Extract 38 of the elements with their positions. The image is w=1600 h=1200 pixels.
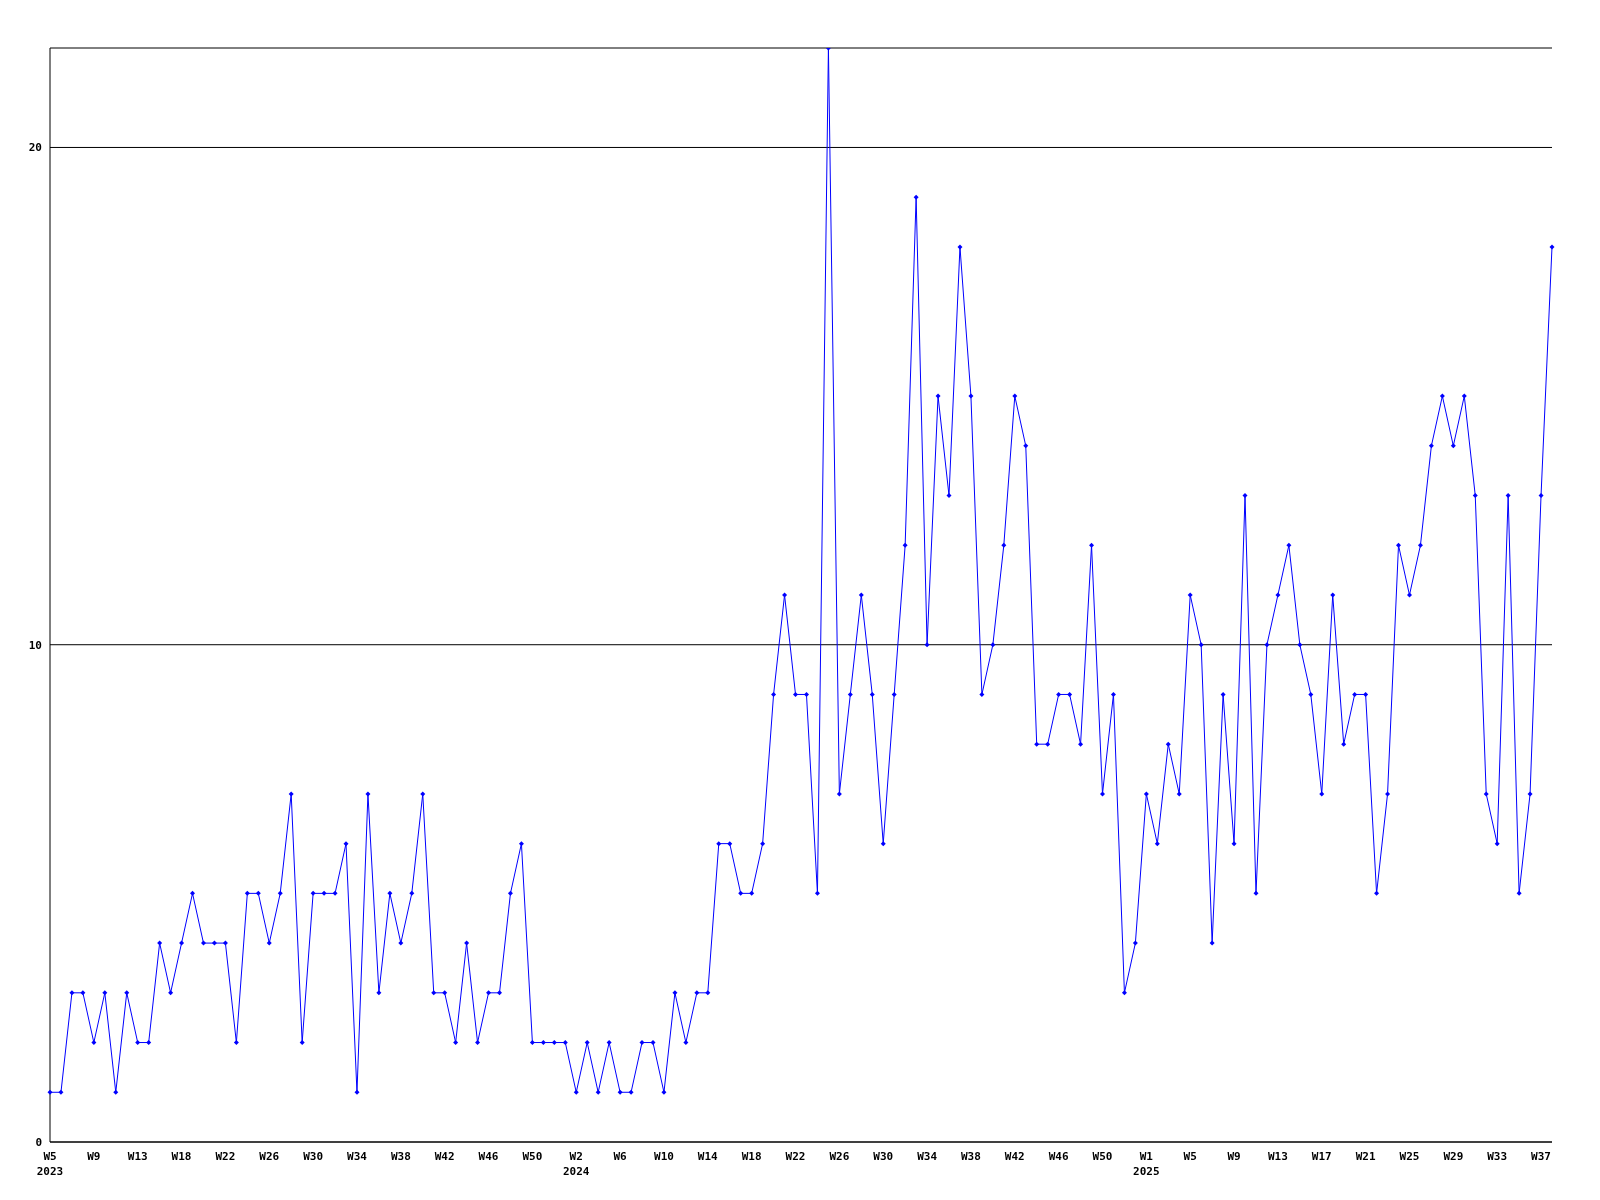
x-tick-label: W30 [873,1150,894,1163]
x-tick-label: W1 2025 [1133,1150,1160,1178]
x-tick-label: W46 [1048,1150,1069,1163]
x-tick-label: W38 [390,1150,411,1163]
x-tick-label: W33 [1487,1150,1508,1163]
x-tick-label: W18 [741,1150,762,1163]
y-tick-label: 0 [35,1135,42,1149]
x-tick-label: W13 [1267,1150,1288,1163]
x-tick-label: W42 [1004,1150,1025,1163]
x-tick-label: W37 [1531,1150,1551,1163]
x-tick-label: W38 [961,1150,981,1163]
x-tick-label: W9 [87,1150,101,1163]
x-tick-label: W10 [654,1150,674,1163]
y-tick-label: 10 [28,638,42,652]
x-tick-label: W30 [303,1150,324,1163]
x-tick-label: W22 [785,1150,806,1163]
x-tick-label: W2 2024 [563,1150,590,1178]
x-tick-label: W42 [434,1150,455,1163]
x-tick-label: W34 [347,1150,368,1163]
x-tick-label: W46 [478,1150,499,1163]
x-tick-label: W22 [215,1150,236,1163]
x-tick-label: W5 2023 [36,1150,64,1178]
x-tick-label: W17 [1311,1150,1332,1163]
x-tick-label: W9 [1227,1150,1241,1163]
x-tick-label: W34 [917,1150,938,1163]
x-tick-label: W21 [1355,1150,1376,1163]
x-tick-label: W25 [1399,1150,1420,1163]
x-tick-label: W13 [127,1150,148,1163]
x-tick-label: W29 [1443,1150,1464,1163]
x-tick-label: W5 [1183,1150,1197,1163]
x-tick-label: W26 [259,1150,280,1163]
x-tick-label: W50 [1092,1150,1113,1163]
x-tick-label: W6 [613,1150,628,1163]
y-tick-label: 20 [28,141,42,155]
x-tick-label: W18 [171,1150,192,1163]
x-tick-label: W26 [829,1150,850,1163]
x-tick-label: W50 [522,1150,543,1163]
x-tick-label: W14 [697,1150,719,1163]
